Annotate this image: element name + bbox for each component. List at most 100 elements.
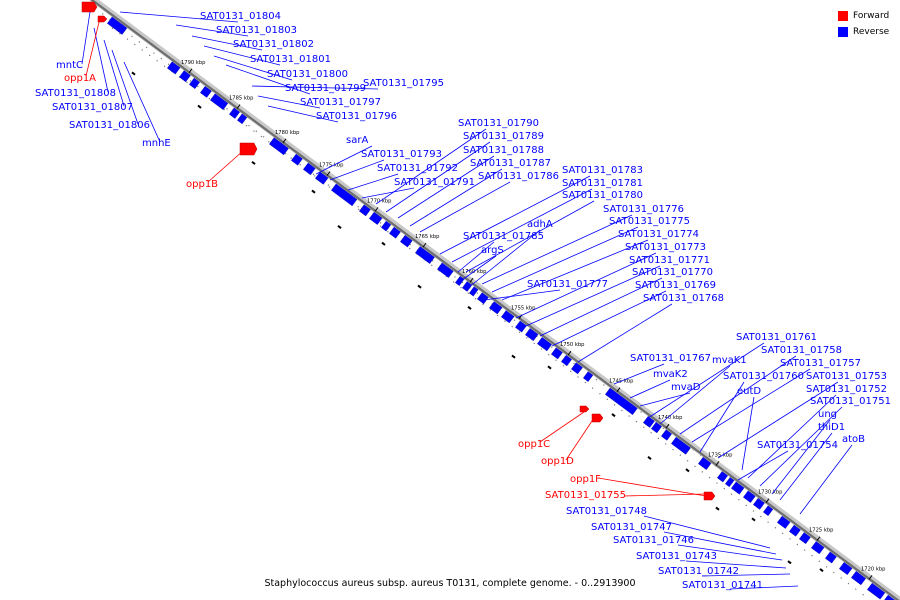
axis-tick — [188, 68, 193, 74]
reverse-gene-block — [290, 153, 303, 166]
gene-label[interactable]: SAT0131_01803 — [216, 25, 297, 36]
gene-label[interactable]: opp1F — [570, 474, 601, 485]
gene-leader-line — [267, 105, 339, 123]
gene-label[interactable]: eutD — [737, 386, 761, 397]
gene-leader-line — [677, 544, 783, 561]
gene-label[interactable]: opp1B — [186, 179, 218, 190]
gene-label[interactable]: SAT0131_01755 — [545, 490, 626, 501]
gene-label[interactable]: SAT0131_01776 — [603, 204, 684, 215]
gene-label[interactable]: SAT0131_01807 — [52, 102, 133, 113]
gene-label[interactable]: mntC — [56, 60, 83, 71]
gene-label[interactable]: SAT0131_01761 — [736, 332, 817, 343]
gene-label[interactable]: SAT0131_01800 — [267, 69, 348, 80]
axis-tick-label: 1780 kbp — [275, 130, 300, 136]
gene-label[interactable]: SAT0131_01789 — [463, 131, 544, 142]
gene-leader-line — [737, 450, 789, 481]
gene-label[interactable]: SAT0131_01799 — [285, 83, 366, 94]
gene-label[interactable]: mnhE — [142, 138, 171, 149]
gene-label[interactable]: SAT0131_01802 — [233, 39, 314, 50]
gene-label[interactable]: SAT0131_01785 — [463, 231, 544, 242]
gene-label[interactable]: SAT0131_01770 — [632, 267, 713, 278]
legend-reverse: Reverse — [838, 24, 889, 40]
gene-label[interactable]: SAT0131_01806 — [69, 120, 150, 131]
gene-label[interactable]: SAT0131_01752 — [806, 384, 887, 395]
forward-gene-block — [579, 405, 590, 413]
gene-label[interactable]: SAT0131_01775 — [609, 216, 690, 227]
gene-leader-line — [577, 303, 673, 363]
gene-label[interactable]: SAT0131_01777 — [527, 279, 608, 290]
gene-features — [81, 1, 896, 600]
gene-label[interactable]: SAT0131_01793 — [361, 149, 442, 160]
gene-leader-line — [439, 175, 591, 255]
genome-title: Staphylococcus aureus subsp. aureus T013… — [264, 578, 636, 589]
reverse-swatch — [838, 27, 848, 37]
reverse-gene-block — [650, 421, 663, 434]
gene-label[interactable]: SAT0131_01795 — [363, 78, 444, 89]
gene-label[interactable]: mvaD — [671, 382, 701, 393]
reverse-gene-block — [697, 456, 712, 471]
gene-label[interactable]: SAT0131_01801 — [250, 54, 331, 65]
gene-label[interactable]: SAT0131_01751 — [810, 396, 891, 407]
gene-label[interactable]: SAT0131_01781 — [562, 178, 643, 189]
gene-label[interactable]: SAT0131_01792 — [377, 163, 458, 174]
axis-tick-label: 1765 kbp — [415, 234, 440, 240]
gene-label[interactable]: SAT0131_01748 — [566, 506, 647, 517]
gene-label[interactable]: SAT0131_01757 — [780, 358, 861, 369]
forward-gene-block — [703, 491, 716, 501]
gene-label[interactable]: SAT0131_01747 — [591, 522, 672, 533]
gene-label[interactable]: SAT0131_01808 — [35, 88, 116, 99]
gene-label[interactable]: thiD1 — [818, 422, 845, 433]
gene-label[interactable]: SAT0131_01746 — [613, 535, 694, 546]
gene-label[interactable]: SAT0131_01804 — [200, 11, 281, 22]
gene-label[interactable]: argS — [481, 245, 504, 256]
gene-label[interactable]: opp1A — [64, 73, 96, 84]
gene-label[interactable]: SAT0131_01768 — [643, 293, 724, 304]
minor-tick — [197, 104, 202, 109]
gene-label[interactable]: ung — [818, 409, 837, 420]
gene-leader-line — [525, 265, 661, 327]
axis-tick — [374, 207, 379, 212]
gene-label[interactable]: opp1C — [518, 439, 550, 450]
reverse-gene-block — [436, 262, 454, 278]
gene-label[interactable]: SAT0131_01790 — [458, 118, 539, 129]
gene-label[interactable]: SAT0131_01787 — [470, 158, 551, 169]
reverse-gene-block — [776, 515, 791, 529]
gene-label[interactable]: SAT0131_01743 — [636, 551, 717, 562]
gene-label[interactable]: SAT0131_01754 — [757, 440, 838, 451]
legend-forward: Forward — [838, 8, 889, 24]
axis-tick — [868, 575, 873, 580]
gene-label[interactable]: SAT0131_01774 — [618, 229, 699, 240]
gene-label[interactable]: SAT0131_01791 — [394, 177, 475, 188]
reverse-gene-block — [380, 220, 392, 232]
gene-label[interactable]: SAT0131_01742 — [658, 566, 739, 577]
gene-label[interactable]: atoB — [842, 434, 865, 445]
minor-tick — [251, 160, 256, 165]
minor-tick — [417, 284, 422, 289]
gene-label[interactable]: mvaK2 — [653, 369, 688, 380]
reverse-gene-block — [514, 320, 527, 333]
gene-leader-line — [565, 417, 595, 461]
reverse-gene-block — [788, 524, 801, 537]
gene-label[interactable]: SAT0131_01758 — [761, 345, 842, 356]
gene-label[interactable]: SAT0131_01760 — [723, 371, 804, 382]
gene-leader-line — [729, 585, 799, 590]
gene-label[interactable]: SAT0131_01783 — [562, 165, 643, 176]
gene-label[interactable]: SAT0131_01797 — [300, 97, 381, 108]
gene-label[interactable]: SAT0131_01769 — [635, 280, 716, 291]
gene-label[interactable]: SAT0131_01741 — [682, 580, 763, 591]
gene-label[interactable]: SAT0131_01771 — [629, 255, 710, 266]
gene-label[interactable]: SAT0131_01773 — [625, 242, 706, 253]
gene-leader-line — [539, 277, 663, 337]
gene-label[interactable]: SAT0131_01767 — [630, 353, 711, 364]
gene-label[interactable]: SAT0131_01753 — [806, 371, 887, 382]
gene-label[interactable]: opp1D — [541, 456, 574, 467]
gene-label[interactable]: adhA — [527, 219, 553, 230]
gene-leader-line — [81, 11, 91, 65]
gene-label[interactable]: mvaK1 — [712, 355, 747, 366]
gene-label[interactable]: SAT0131_01786 — [478, 171, 559, 182]
gene-label[interactable]: sarA — [346, 135, 368, 146]
gene-label[interactable]: SAT0131_01788 — [463, 145, 544, 156]
reverse-gene-block — [236, 113, 248, 125]
gene-label[interactable]: SAT0131_01780 — [562, 190, 643, 201]
gene-label[interactable]: SAT0131_01796 — [316, 111, 397, 122]
